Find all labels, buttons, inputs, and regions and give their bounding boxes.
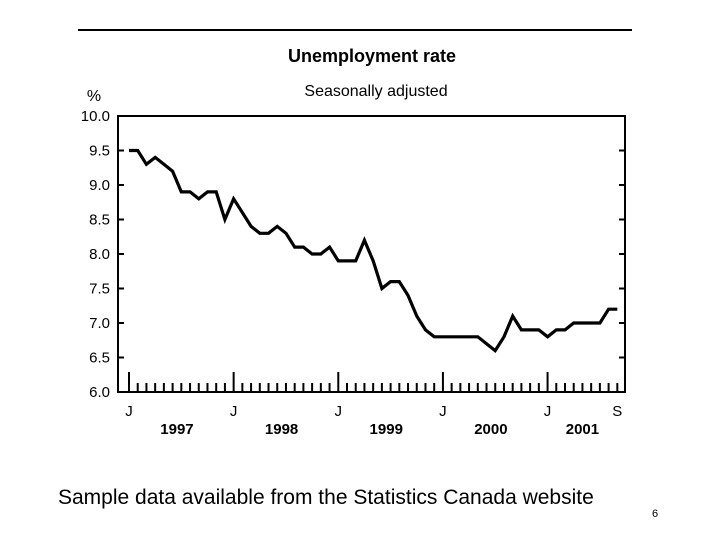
caption: Sample data available from the Statistic… [58,486,594,509]
y-tick-label: 10.0 [81,108,110,125]
x-month-label: J [230,403,238,420]
x-year-label: 2000 [474,421,507,438]
y-tick-label: 6.5 [89,350,110,367]
x-month-label: J [439,403,447,420]
x-year-label: 2001 [566,421,599,438]
y-tick-label: 7.0 [89,315,110,332]
chart-subtitle: Seasonally adjusted [304,83,447,100]
page-number: 6 [652,508,659,520]
x-month-label: J [125,403,133,420]
y-tick-label: 8.0 [89,246,110,263]
x-year-label: 1998 [265,421,298,438]
y-tick-label: 6.0 [89,384,110,401]
chart-title: Unemployment rate [288,46,456,66]
series-line-unemployment-rate [129,148,618,353]
x-year-label: 1997 [160,421,193,438]
y-tick-label: 7.5 [89,281,110,298]
unemployment-chart: Unemployment rate Seasonally adjusted % … [78,29,632,438]
y-tick-label: 9.5 [89,143,110,160]
x-month-label: S [612,403,622,420]
x-month-label: J [544,403,552,420]
x-month-label: J [335,403,343,420]
y-axis-unit: % [87,88,101,105]
y-tick-label: 8.5 [89,212,110,229]
x-year-label: 1999 [370,421,403,438]
y-tick-label: 9.0 [89,177,110,194]
